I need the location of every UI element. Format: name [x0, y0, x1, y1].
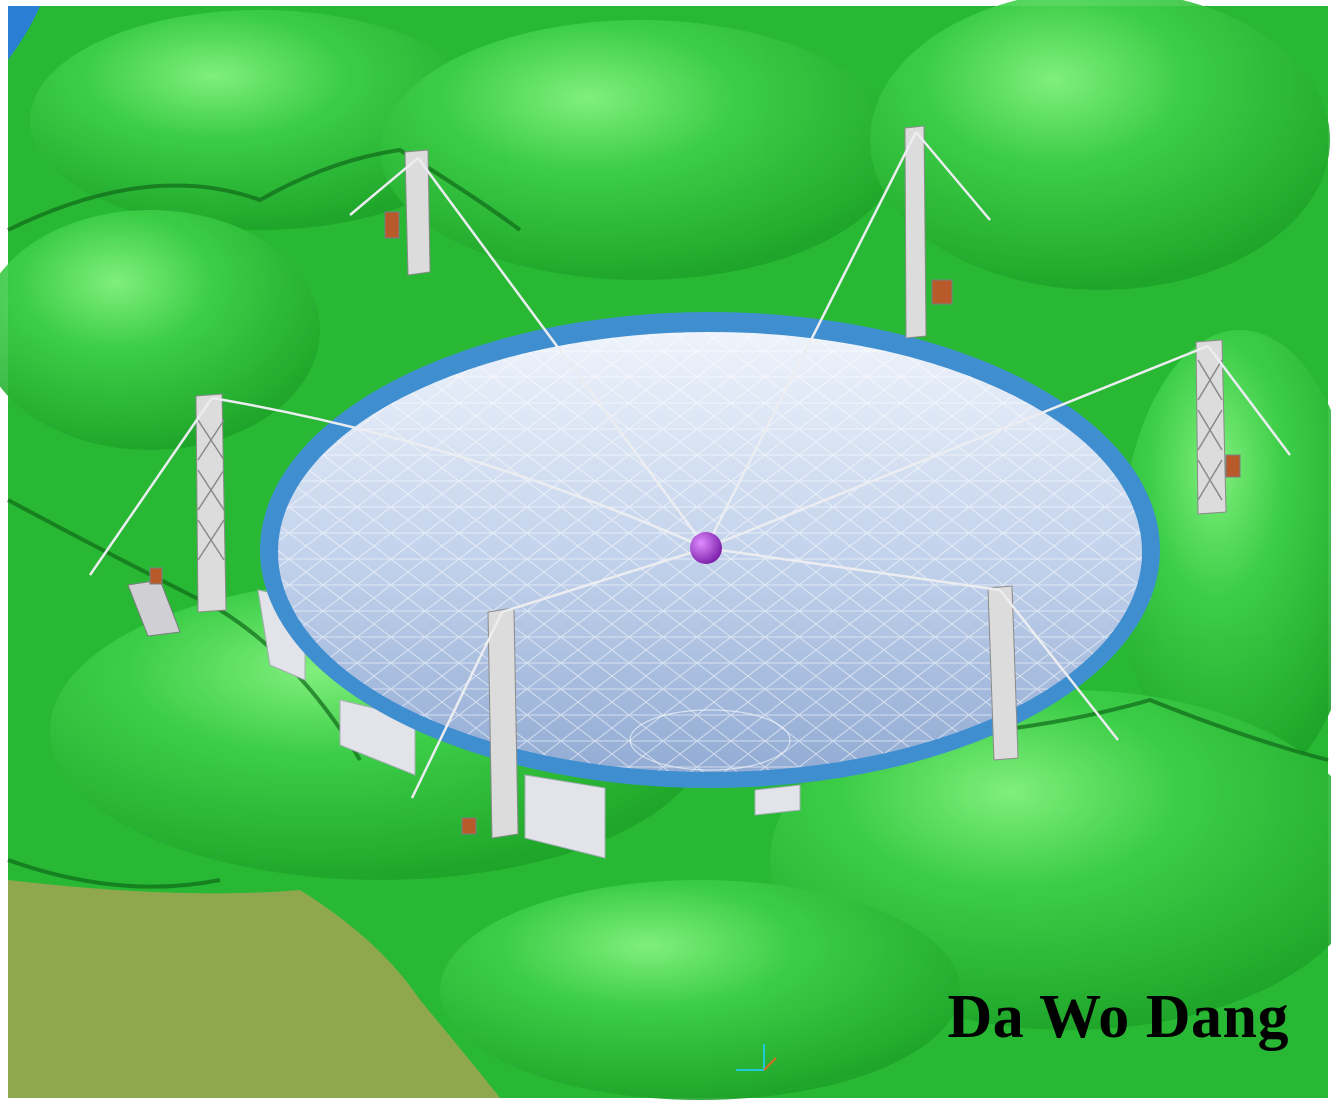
receiver-cabin — [690, 532, 722, 564]
tower-1 — [404, 149, 431, 276]
buildings — [127, 211, 1241, 835]
axis-gizmo-icon — [736, 1044, 777, 1071]
sky-corner — [8, 6, 40, 60]
tower-5 — [487, 607, 519, 839]
tower-2 — [904, 125, 927, 339]
cables — [88, 131, 1291, 799]
location-caption: Da Wo Dang — [947, 983, 1289, 1051]
support-towers — [195, 125, 1227, 839]
ground-plane — [8, 880, 500, 1098]
tower-4 — [195, 393, 227, 613]
tower-6 — [987, 585, 1019, 761]
tower-bracing — [197, 359, 1223, 561]
